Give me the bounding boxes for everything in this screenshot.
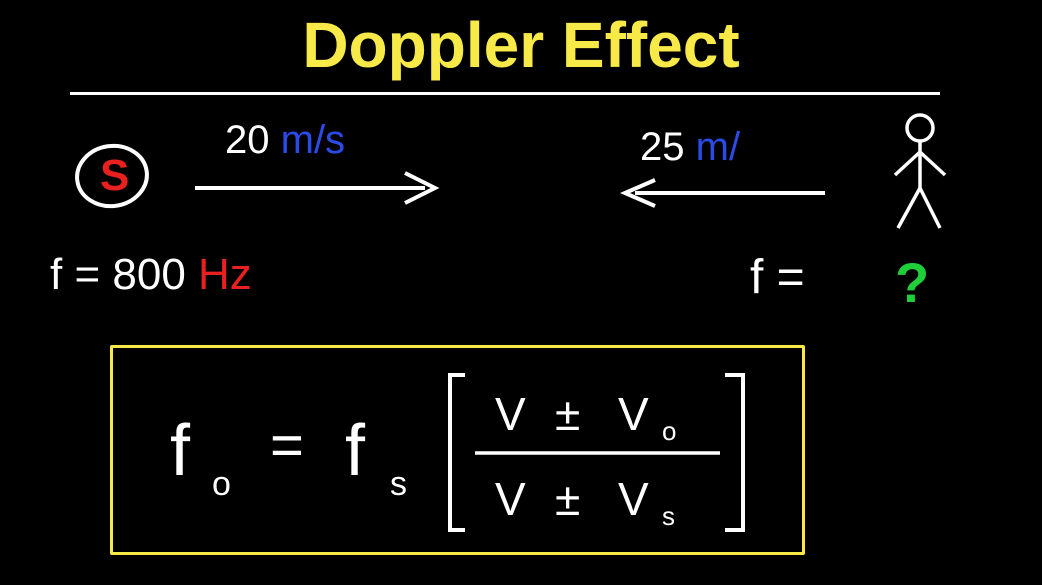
question-mark-icon: ? (895, 250, 929, 315)
freq-obs-prefix: f = (750, 251, 805, 304)
den-pm: ± (555, 473, 580, 525)
bracket-right-icon (725, 375, 743, 530)
doppler-formula: f o = f s V ± V o V ± V s (150, 355, 790, 545)
observer-speed-value: 25 (640, 125, 685, 169)
source-speed-unit: m/s (281, 118, 345, 162)
den-sub: s (662, 501, 675, 531)
num-pm: ± (555, 388, 580, 440)
formula-lhs-f: f (170, 411, 191, 491)
freq-source-value: 800 (112, 250, 185, 299)
observer-speed-label: 25 m/ (640, 125, 740, 170)
arrow-left-icon (610, 175, 840, 215)
bracket-left-icon (450, 375, 465, 530)
arrow-right-icon (185, 168, 455, 218)
observer-frequency-label: f = (750, 250, 805, 305)
observer-speed-unit: m/ (696, 125, 740, 169)
source-frequency-label: f = 800 Hz (50, 250, 252, 300)
freq-source-unit: Hz (198, 250, 252, 299)
source-speed-value: 20 (225, 118, 270, 162)
page-title: Doppler Effect (302, 8, 739, 82)
person-icon (870, 110, 960, 240)
formula-rhs-f: f (345, 411, 366, 491)
num-sub: o (662, 416, 676, 446)
formula-lhs-sub: o (212, 465, 231, 503)
num-v1: V (495, 388, 526, 440)
formula-equals: = (270, 413, 304, 478)
source-label: S (100, 151, 129, 201)
formula-rhs-sub: s (390, 465, 407, 503)
num-v2: V (618, 388, 649, 440)
den-v1: V (495, 473, 526, 525)
title-underline (70, 92, 940, 95)
freq-source-prefix: f = (50, 250, 112, 299)
den-v2: V (618, 473, 649, 525)
source-speed-label: 20 m/s (225, 118, 345, 163)
